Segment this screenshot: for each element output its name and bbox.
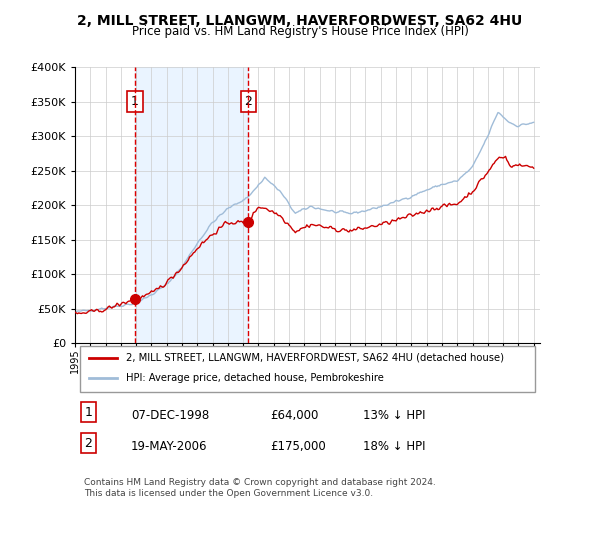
Text: Contains HM Land Registry data © Crown copyright and database right 2024.
This d: Contains HM Land Registry data © Crown c… xyxy=(84,478,436,498)
Text: HPI: Average price, detached house, Pembrokeshire: HPI: Average price, detached house, Pemb… xyxy=(126,374,384,384)
Text: 18% ↓ HPI: 18% ↓ HPI xyxy=(364,440,426,453)
Text: 1: 1 xyxy=(84,405,92,419)
Text: 19-MAY-2006: 19-MAY-2006 xyxy=(131,440,208,453)
Text: 2, MILL STREET, LLANGWM, HAVERFORDWEST, SA62 4HU: 2, MILL STREET, LLANGWM, HAVERFORDWEST, … xyxy=(77,14,523,28)
Text: 07-DEC-1998: 07-DEC-1998 xyxy=(131,409,209,422)
Text: 1: 1 xyxy=(131,95,139,108)
Text: 2: 2 xyxy=(244,95,252,108)
Text: 13% ↓ HPI: 13% ↓ HPI xyxy=(364,409,426,422)
Text: £175,000: £175,000 xyxy=(270,440,326,453)
Text: Price paid vs. HM Land Registry's House Price Index (HPI): Price paid vs. HM Land Registry's House … xyxy=(131,25,469,38)
Bar xyxy=(135,67,248,343)
Text: 2, MILL STREET, LLANGWM, HAVERFORDWEST, SA62 4HU (detached house): 2, MILL STREET, LLANGWM, HAVERFORDWEST, … xyxy=(126,353,504,363)
Text: £64,000: £64,000 xyxy=(270,409,319,422)
FancyBboxPatch shape xyxy=(80,346,535,393)
Text: 2: 2 xyxy=(84,437,92,450)
